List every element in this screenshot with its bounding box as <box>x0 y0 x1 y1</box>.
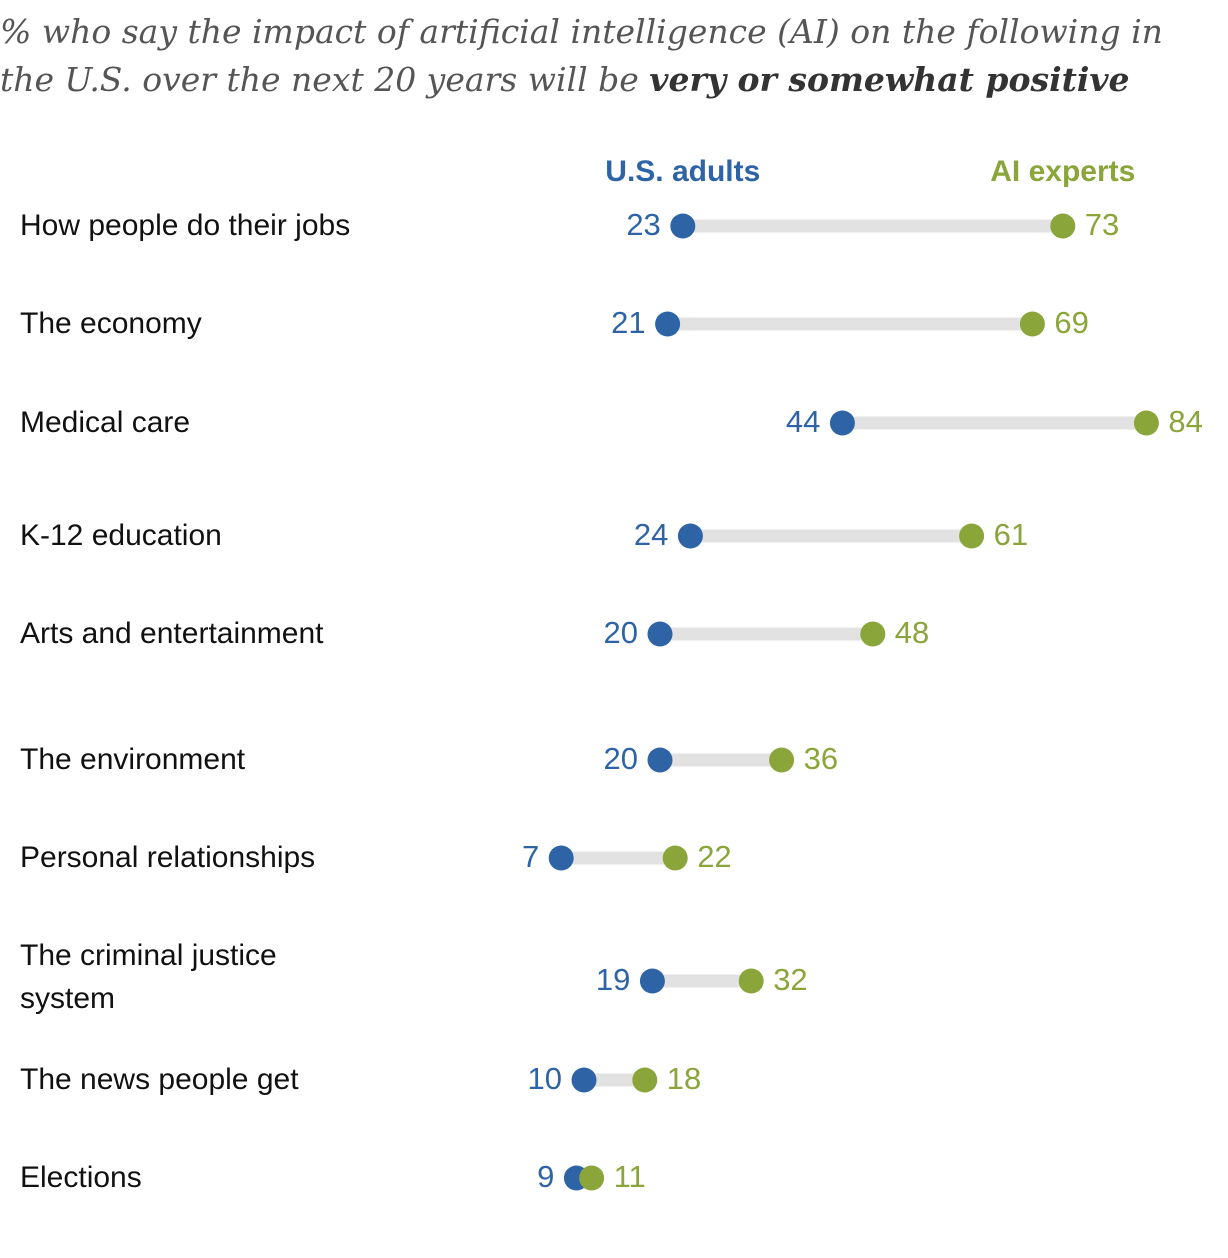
value-label-ai-experts: 32 <box>773 962 807 997</box>
value-label-us-adults: 24 <box>634 517 668 552</box>
chart-title: % who say the impact of artificial intel… <box>0 8 1220 104</box>
value-label-us-adults: 10 <box>528 1061 562 1096</box>
dot-us-adults <box>647 747 673 773</box>
value-label-us-adults: 9 <box>537 1159 554 1194</box>
dot-ai-experts <box>632 1067 658 1093</box>
value-label-us-adults: 19 <box>596 962 630 997</box>
dot-us-adults <box>655 311 681 337</box>
category-label: The economy <box>20 307 202 340</box>
legend-us-adults: U.S. adults <box>605 155 760 188</box>
value-label-ai-experts: 18 <box>667 1061 701 1096</box>
value-label-us-adults: 23 <box>626 207 660 242</box>
value-label-ai-experts: 22 <box>697 839 731 874</box>
category-label: Elections <box>20 1161 142 1194</box>
dot-ai-experts <box>662 845 688 871</box>
value-label-us-adults: 20 <box>604 741 638 776</box>
category-label: Arts and entertainment <box>20 617 324 650</box>
dot-ai-experts <box>738 968 764 994</box>
value-label-ai-experts: 11 <box>614 1159 646 1194</box>
chart-title-text: % who say the impact of artificial intel… <box>0 12 1163 99</box>
dot-ai-experts <box>769 747 795 773</box>
chart-title-emphasis: very or somewhat positive <box>649 60 1130 99</box>
value-label-us-adults: 44 <box>786 404 820 439</box>
dot-us-adults <box>829 410 855 436</box>
value-label-us-adults: 7 <box>522 839 539 874</box>
dot-ai-experts <box>1133 410 1159 436</box>
value-label-ai-experts: 69 <box>1054 305 1088 340</box>
dot-us-adults <box>647 621 673 647</box>
value-label-ai-experts: 36 <box>804 741 838 776</box>
dot-ai-experts <box>1050 213 1076 239</box>
dot-us-adults <box>571 1067 597 1093</box>
dot-ai-experts <box>579 1165 605 1191</box>
value-label-ai-experts: 84 <box>1168 404 1202 439</box>
value-label-ai-experts: 61 <box>994 517 1028 552</box>
value-label-us-adults: 20 <box>604 615 638 650</box>
dot-us-adults <box>548 845 574 871</box>
dot-ai-experts <box>860 621 886 647</box>
dot-us-adults <box>677 523 703 549</box>
dot-ai-experts <box>959 523 985 549</box>
value-label-ai-experts: 73 <box>1085 207 1119 242</box>
category-label: The news people get <box>20 1063 299 1096</box>
category-label: Personal relationships <box>20 841 315 874</box>
dot-ai-experts <box>1019 311 1045 337</box>
category-label: K-12 education <box>20 519 222 552</box>
dot-us-adults <box>670 213 696 239</box>
category-label: Medical care <box>20 406 190 439</box>
value-label-ai-experts: 48 <box>895 615 929 650</box>
category-label: The criminal justice system <box>20 939 277 1015</box>
category-label: The environment <box>20 743 246 776</box>
dot-us-adults <box>639 968 665 994</box>
value-label-us-adults: 21 <box>611 305 645 340</box>
category-label: How people do their jobs <box>20 209 350 242</box>
legend-ai-experts: AI experts <box>990 155 1135 188</box>
